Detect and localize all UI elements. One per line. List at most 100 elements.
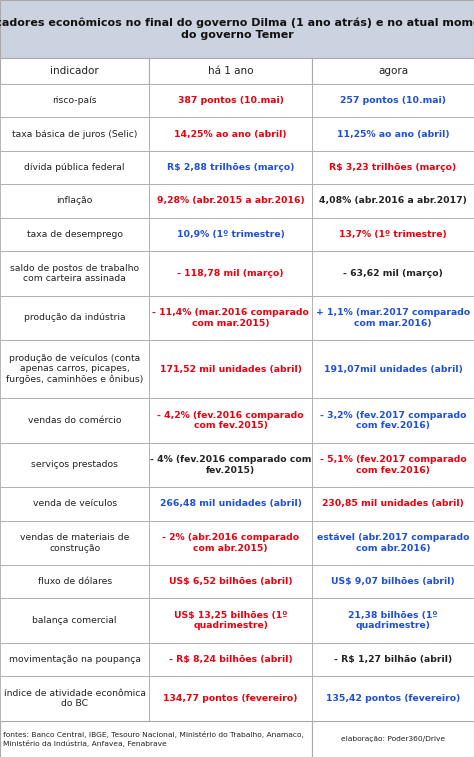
Text: produção de veículos (conta
apenas carros, picapes,
furgões, caminhões e ônibus): produção de veículos (conta apenas carro… (6, 354, 143, 385)
Bar (312, 117, 474, 151)
Bar (312, 58, 474, 84)
Text: 257 pontos (10.mai): 257 pontos (10.mai) (340, 96, 446, 105)
Text: há 1 ano: há 1 ano (208, 66, 253, 76)
Text: R$ 2,88 trilhões (março): R$ 2,88 trilhões (março) (167, 163, 294, 172)
Bar (312, 443, 474, 488)
Bar (149, 521, 312, 565)
Bar (0, 398, 149, 443)
Text: movimentação na poupança: movimentação na poupança (9, 656, 141, 664)
Text: US$ 9,07 bilhões (abril): US$ 9,07 bilhões (abril) (331, 578, 455, 586)
Bar (149, 443, 312, 488)
Text: 14,25% ao ano (abril): 14,25% ao ano (abril) (174, 129, 287, 139)
Text: 266,48 mil unidades (abril): 266,48 mil unidades (abril) (160, 500, 301, 509)
Text: inflação: inflação (56, 196, 93, 205)
Bar (0, 521, 149, 565)
Bar (149, 599, 312, 643)
Text: índice de atividade econômica
do BC: índice de atividade econômica do BC (4, 689, 146, 709)
Bar (0, 295, 149, 340)
Bar (312, 488, 474, 521)
Bar (149, 677, 312, 721)
Bar (312, 565, 474, 599)
Text: - 3,2% (fev.2017 comparado
com fev.2016): - 3,2% (fev.2017 comparado com fev.2016) (319, 410, 466, 430)
Bar (149, 151, 312, 184)
Text: estável (abr.2017 comparado
com abr.2016): estável (abr.2017 comparado com abr.2016… (317, 533, 469, 553)
Text: 387 pontos (10.mai): 387 pontos (10.mai) (178, 96, 283, 105)
Bar (149, 184, 312, 217)
Text: - 5,1% (fev.2017 comparado
com fev.2016): - 5,1% (fev.2017 comparado com fev.2016) (319, 455, 466, 475)
Bar (312, 84, 474, 117)
Bar (312, 295, 474, 340)
Text: US$ 13,25 bilhões (1º
quadrimestre): US$ 13,25 bilhões (1º quadrimestre) (174, 611, 287, 631)
Bar (149, 643, 312, 677)
Text: - R$ 1,27 bilhão (abril): - R$ 1,27 bilhão (abril) (334, 656, 452, 664)
Bar (149, 488, 312, 521)
Text: - 11,4% (mar.2016 comparado
com mar.2015): - 11,4% (mar.2016 comparado com mar.2015… (152, 308, 309, 328)
Bar (149, 398, 312, 443)
Text: 230,85 mil unidades (abril): 230,85 mil unidades (abril) (322, 500, 464, 509)
Bar (312, 251, 474, 295)
Bar (0, 565, 149, 599)
Text: 4,08% (abr.2016 a abr.2017): 4,08% (abr.2016 a abr.2017) (319, 196, 467, 205)
Bar (0, 184, 149, 217)
Text: vendas de materiais de
construção: vendas de materiais de construção (20, 533, 129, 553)
Text: R$ 3,23 trilhões (março): R$ 3,23 trilhões (março) (329, 163, 456, 172)
Bar (0, 0, 474, 58)
Text: 10,9% (1º trimestre): 10,9% (1º trimestre) (177, 230, 284, 239)
Bar (149, 217, 312, 251)
Text: 135,42 pontos (fevereiro): 135,42 pontos (fevereiro) (326, 694, 460, 703)
Bar (149, 58, 312, 84)
Bar (0, 151, 149, 184)
Text: 191,07mil unidades (abril): 191,07mil unidades (abril) (324, 365, 462, 374)
Text: fontes: Banco Central, IBGE, Tesouro Nacional, Ministério do Trabalho, Anamaco,
: fontes: Banco Central, IBGE, Tesouro Nac… (3, 731, 304, 746)
Bar (149, 117, 312, 151)
Bar (312, 184, 474, 217)
Bar (0, 217, 149, 251)
Bar (149, 295, 312, 340)
Text: + 1,1% (mar.2017 comparado
com mar.2016): + 1,1% (mar.2017 comparado com mar.2016) (316, 308, 470, 328)
Bar (0, 488, 149, 521)
Bar (149, 84, 312, 117)
Bar (0, 117, 149, 151)
Text: 11,25% ao ano (abril): 11,25% ao ano (abril) (337, 129, 449, 139)
Bar (0, 599, 149, 643)
Text: elaboração: Poder360/Drive: elaboração: Poder360/Drive (341, 736, 445, 742)
Text: indicadores econômicos no final do governo Dilma (1 ano atrás) e no atual moment: indicadores econômicos no final do gover… (0, 18, 474, 40)
Bar (0, 677, 149, 721)
Text: dívida pública federal: dívida pública federal (24, 163, 125, 172)
Bar (312, 217, 474, 251)
Text: 13,7% (1º trimestre): 13,7% (1º trimestre) (339, 230, 447, 239)
Bar (0, 443, 149, 488)
Bar (312, 599, 474, 643)
Text: serviços prestados: serviços prestados (31, 460, 118, 469)
Bar (312, 677, 474, 721)
Bar (0, 58, 149, 84)
Text: saldo de postos de trabalho
com carteira assinada: saldo de postos de trabalho com carteira… (10, 263, 139, 283)
Text: risco-país: risco-país (52, 96, 97, 105)
Bar (0, 251, 149, 295)
Text: agora: agora (378, 66, 408, 76)
Text: venda de veículos: venda de veículos (33, 500, 117, 509)
Text: indicador: indicador (50, 66, 99, 76)
Bar (312, 340, 474, 398)
Bar (0, 84, 149, 117)
Text: 21,38 bilhões (1º
quadrimestre): 21,38 bilhões (1º quadrimestre) (348, 611, 438, 631)
Bar (0, 721, 312, 757)
Text: 134,77 pontos (fevereiro): 134,77 pontos (fevereiro) (164, 694, 298, 703)
Text: 9,28% (abr.2015 a abr.2016): 9,28% (abr.2015 a abr.2016) (157, 196, 304, 205)
Text: - 4% (fev.2016 comparado com
fev.2015): - 4% (fev.2016 comparado com fev.2015) (150, 455, 311, 475)
Text: - 63,62 mil (março): - 63,62 mil (março) (343, 269, 443, 278)
Text: fluxo de dólares: fluxo de dólares (37, 578, 112, 586)
Bar (312, 151, 474, 184)
Bar (149, 251, 312, 295)
Bar (0, 340, 149, 398)
Bar (149, 565, 312, 599)
Text: - R$ 8,24 bilhões (abril): - R$ 8,24 bilhões (abril) (169, 656, 292, 664)
Text: - 118,78 mil (março): - 118,78 mil (março) (177, 269, 284, 278)
Bar (312, 521, 474, 565)
Text: 171,52 mil unidades (abril): 171,52 mil unidades (abril) (160, 365, 301, 374)
Bar (149, 340, 312, 398)
Text: produção da indústria: produção da indústria (24, 313, 126, 322)
Bar (0, 643, 149, 677)
Bar (312, 398, 474, 443)
Text: vendas do comércio: vendas do comércio (28, 416, 121, 425)
